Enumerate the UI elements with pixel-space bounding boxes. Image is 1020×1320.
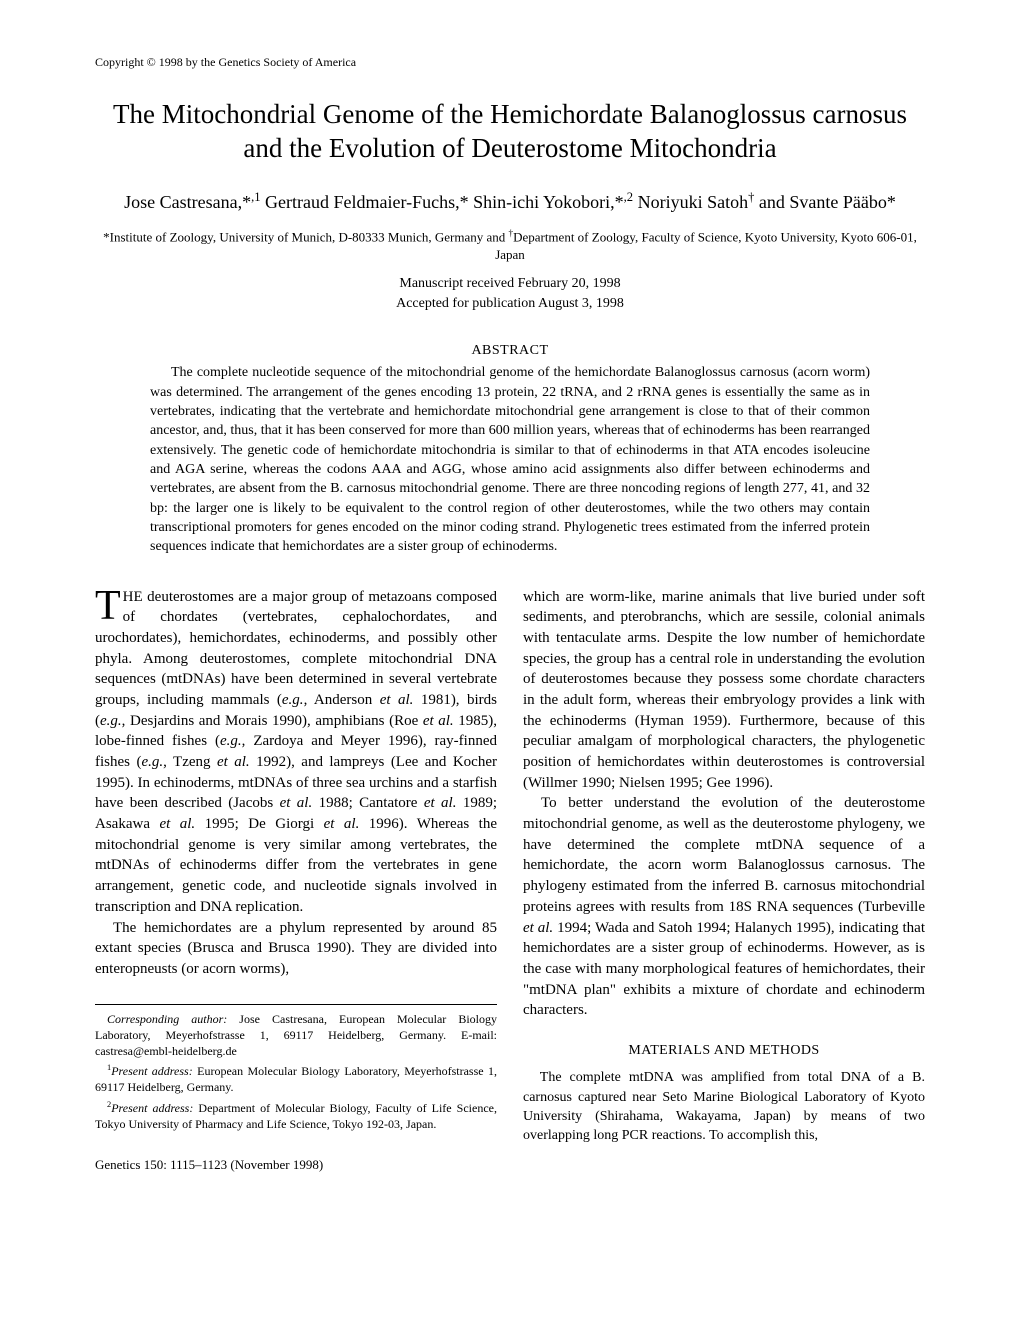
intro-paragraph-4: To better understand the evolution of th…: [523, 793, 925, 1021]
manuscript-dates: Manuscript received February 20, 1998 Ac…: [95, 274, 925, 313]
footnote-2: 2Present address: Department of Molecula…: [95, 1099, 497, 1132]
footnote-1: 1Present address: European Molecular Bio…: [95, 1062, 497, 1095]
intro-paragraph-2: The hemichordates are a phylum represent…: [95, 918, 497, 980]
intro-paragraph-1: THE deuterostomes are a major group of m…: [95, 587, 497, 918]
left-column: THE deuterostomes are a major group of m…: [95, 587, 497, 1174]
journal-citation: Genetics 150: 1115–1123 (November 1998): [95, 1156, 497, 1174]
abstract-heading: ABSTRACT: [95, 343, 925, 359]
article-title: The Mitochondrial Genome of the Hemichor…: [95, 98, 925, 166]
corresponding-author-note: Corresponding author: Jose Castresana, E…: [95, 1011, 497, 1060]
received-date: Manuscript received February 20, 1998: [399, 276, 620, 291]
authors-line: Jose Castresana,*,1 Gertraud Feldmaier-F…: [95, 190, 925, 213]
abstract-body: The complete nucleotide sequence of the …: [150, 363, 870, 556]
footnotes-block: Corresponding author: Jose Castresana, E…: [95, 1004, 497, 1132]
copyright-line: Copyright © 1998 by the Genetics Society…: [95, 55, 925, 70]
accepted-date: Accepted for publication August 3, 1998: [396, 296, 624, 311]
body-columns: THE deuterostomes are a major group of m…: [95, 587, 925, 1174]
affiliations: *Institute of Zoology, University of Mun…: [95, 227, 925, 265]
intro-paragraph-3: which are worm-like, marine animals that…: [523, 587, 925, 794]
right-column: which are worm-like, marine animals that…: [523, 587, 925, 1174]
materials-paragraph-1: The complete mtDNA was amplified from to…: [523, 1068, 925, 1145]
materials-methods-heading: MATERIALS AND METHODS: [523, 1041, 925, 1060]
